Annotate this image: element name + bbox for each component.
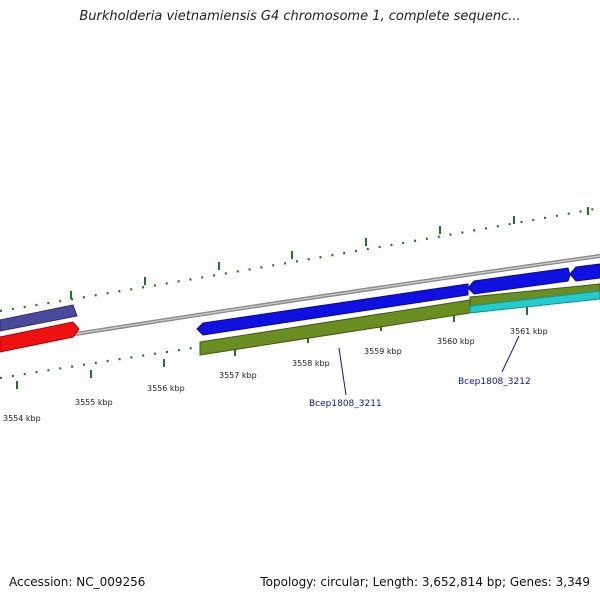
forward-gene-arrow[interactable] [467, 267, 571, 295]
tick-label: 3557 kbp [219, 371, 257, 380]
tick-label: 3556 kbp [147, 384, 185, 393]
forward-gene-feature[interactable] [0, 304, 78, 332]
tick-label: 3554 kbp [3, 414, 41, 423]
tick-label: 3555 kbp [75, 398, 113, 407]
topology-text: Topology: circular; Length: 3,652,814 bp… [260, 575, 590, 589]
tick-label: 3558 kbp [292, 359, 330, 368]
gene-callout-line [501, 335, 520, 373]
inner-tick-track [0, 288, 600, 380]
gene-label[interactable]: Bcep1808_3212 [458, 377, 531, 387]
gene-label[interactable]: Bcep1808_3211 [309, 399, 382, 409]
cyan-gene-feature[interactable] [469, 290, 600, 314]
accession-text: Accession: NC_009256 [9, 575, 146, 589]
outer-tick-track [0, 206, 600, 313]
gene-callout-line [338, 347, 347, 396]
reverse-gene-feature[interactable] [0, 321, 80, 353]
tick-label: 3561 kbp [510, 327, 548, 336]
tick-label: 3560 kbp [437, 337, 475, 346]
outer-major-ticks [70, 207, 589, 299]
tick-label: 3559 kbp [364, 347, 402, 356]
map-title: Burkholderia vietnamiensis G4 chromosome… [79, 9, 521, 24]
forward-gene-arrow[interactable] [569, 263, 600, 282]
forward-gene-arrow[interactable] [196, 283, 469, 336]
